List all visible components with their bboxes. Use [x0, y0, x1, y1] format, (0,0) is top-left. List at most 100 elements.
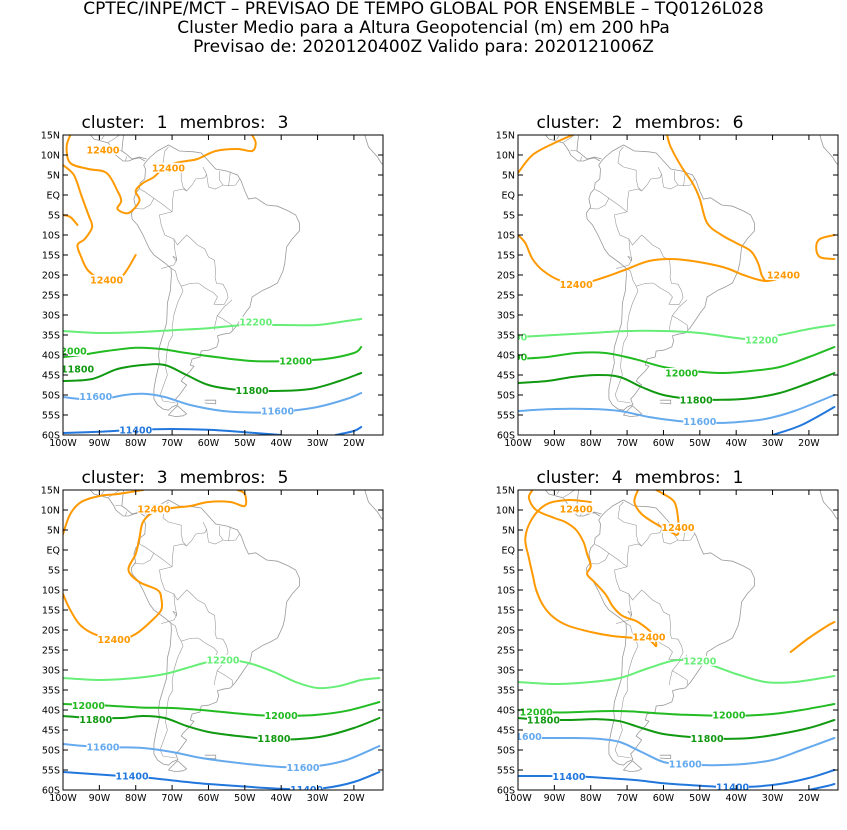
lat-label: 20S — [42, 626, 60, 637]
coastline-africa — [819, 135, 838, 165]
country-border — [570, 149, 578, 152]
contour-label-bg — [665, 368, 699, 378]
lat-label: 20S — [497, 626, 515, 637]
country-border — [159, 622, 184, 759]
lat-label: EQ — [47, 191, 60, 202]
lat-label: 55S — [497, 766, 515, 777]
contour-label-11800: 11800 — [79, 715, 112, 726]
lat-label: 30S — [42, 311, 60, 322]
contour-label-12000: 12000 — [665, 369, 698, 380]
country-border — [101, 135, 105, 140]
contour-11600 — [518, 394, 836, 425]
lat-label: 20S — [497, 271, 515, 282]
lat-label: 30S — [42, 666, 60, 677]
contour-label-bg — [264, 710, 298, 721]
country-border — [115, 504, 123, 507]
contour-12000 — [63, 346, 363, 363]
lat-label: EQ — [47, 546, 60, 557]
contour-label-12400: 12400 — [152, 163, 185, 174]
contour-label-bg — [63, 364, 95, 374]
contour-label-bg — [79, 714, 113, 725]
lat-label: 10S — [497, 586, 515, 597]
map-panel-cluster-4: cluster: 4 membros: 1 12400 12400 12400 12200 1… — [470, 468, 839, 828]
lon-label: 80W — [580, 438, 602, 449]
country-border — [614, 267, 639, 404]
lat-label: 55S — [42, 766, 60, 777]
contour-label-12000: 12000 — [54, 347, 87, 358]
lat-label: 60S — [42, 431, 60, 442]
lat-label: 15S — [497, 251, 515, 262]
country-border — [563, 135, 575, 143]
lat-label: 25S — [42, 291, 60, 302]
country-border — [556, 135, 560, 140]
contour-label-11400: 11400 — [552, 772, 585, 783]
country-border — [101, 490, 105, 495]
contour-11800 — [518, 717, 836, 740]
lon-label: 60W — [198, 793, 220, 804]
contour-label-bg — [261, 406, 295, 416]
coastline-central-america-east — [121, 135, 147, 160]
country-border — [125, 156, 127, 162]
contour-label-12200: 12200 — [683, 656, 716, 667]
contour-12400 — [789, 621, 836, 653]
contour-label-11800: 11800 — [691, 734, 724, 745]
contour-label-bg — [519, 707, 553, 717]
contour-label-12000: 12000 — [265, 711, 298, 722]
lon-label: 40W — [725, 438, 747, 449]
coastline-tierra-del-fuego — [167, 405, 188, 418]
contour-label-bg — [559, 279, 593, 290]
contour-label-12400: 12400 — [97, 635, 130, 646]
contour-label-11800: 11800 — [236, 386, 269, 397]
lat-label: 40S — [42, 351, 60, 362]
members-number: 5 — [277, 468, 289, 488]
lat-label: 60S — [497, 431, 515, 442]
panel-title: cluster: 1 membros: 3 — [15, 113, 355, 133]
contour-label-12000: 12000 — [520, 708, 553, 719]
lon-label: 50W — [234, 793, 256, 804]
contour-label-11400: 11400 — [716, 783, 749, 794]
country-border — [589, 189, 610, 210]
coastline-south-america — [130, 499, 300, 766]
lat-label: 15S — [42, 606, 60, 617]
contour-label-12400: 12400 — [560, 280, 593, 291]
lat-label: 40S — [497, 351, 515, 362]
contour-label-bg — [679, 394, 713, 405]
lat-label: 15N — [496, 131, 515, 142]
contour-label-11600: 11600 — [79, 392, 112, 403]
map-content: 12400 12400 12200 12000 12000 11800 11800 11600… — [63, 490, 383, 790]
contour-label-bg — [235, 385, 269, 396]
map-frame-border — [62, 134, 384, 436]
panel-title: cluster: 4 membros: 1 — [470, 468, 810, 488]
lon-label: 20W — [343, 438, 365, 449]
country-border — [125, 511, 127, 517]
coastline-central-america — [90, 135, 146, 162]
contour-label-11400: 11400 — [116, 772, 149, 783]
lon-label: 40W — [270, 438, 292, 449]
lon-label: 20W — [343, 793, 365, 804]
contour-label-11800: 11800 — [680, 395, 713, 406]
country-border — [617, 146, 642, 192]
contour-label-bg — [151, 162, 185, 173]
contour-label-bg — [716, 782, 750, 790]
contour-label-bg — [239, 316, 273, 327]
contour-12400 — [633, 490, 680, 536]
lon-label: 90W — [89, 793, 111, 804]
coastline-south-america — [585, 499, 755, 766]
contour-12400 — [63, 490, 144, 535]
geopotential-map-1: 12400 12400 12400 12200 12000 12000 11800 11800… — [41, 131, 384, 449]
cluster-number: 4 — [611, 468, 623, 488]
coastline-central-america — [545, 135, 601, 162]
lat-label: 35S — [497, 686, 515, 697]
lat-label: 5N — [47, 171, 60, 182]
lon-label: 20W — [798, 793, 820, 804]
contour-label-bg — [206, 655, 240, 665]
lat-label: 25S — [42, 646, 60, 657]
contour-12000 — [63, 701, 381, 718]
lat-label: 10S — [42, 586, 60, 597]
contour-label-bg — [115, 771, 149, 781]
lat-label: 5S — [48, 211, 60, 222]
country-border — [173, 589, 217, 633]
contour-12200 — [518, 658, 836, 685]
contour-label-11600: 11600 — [509, 732, 542, 743]
country-border — [134, 544, 155, 565]
